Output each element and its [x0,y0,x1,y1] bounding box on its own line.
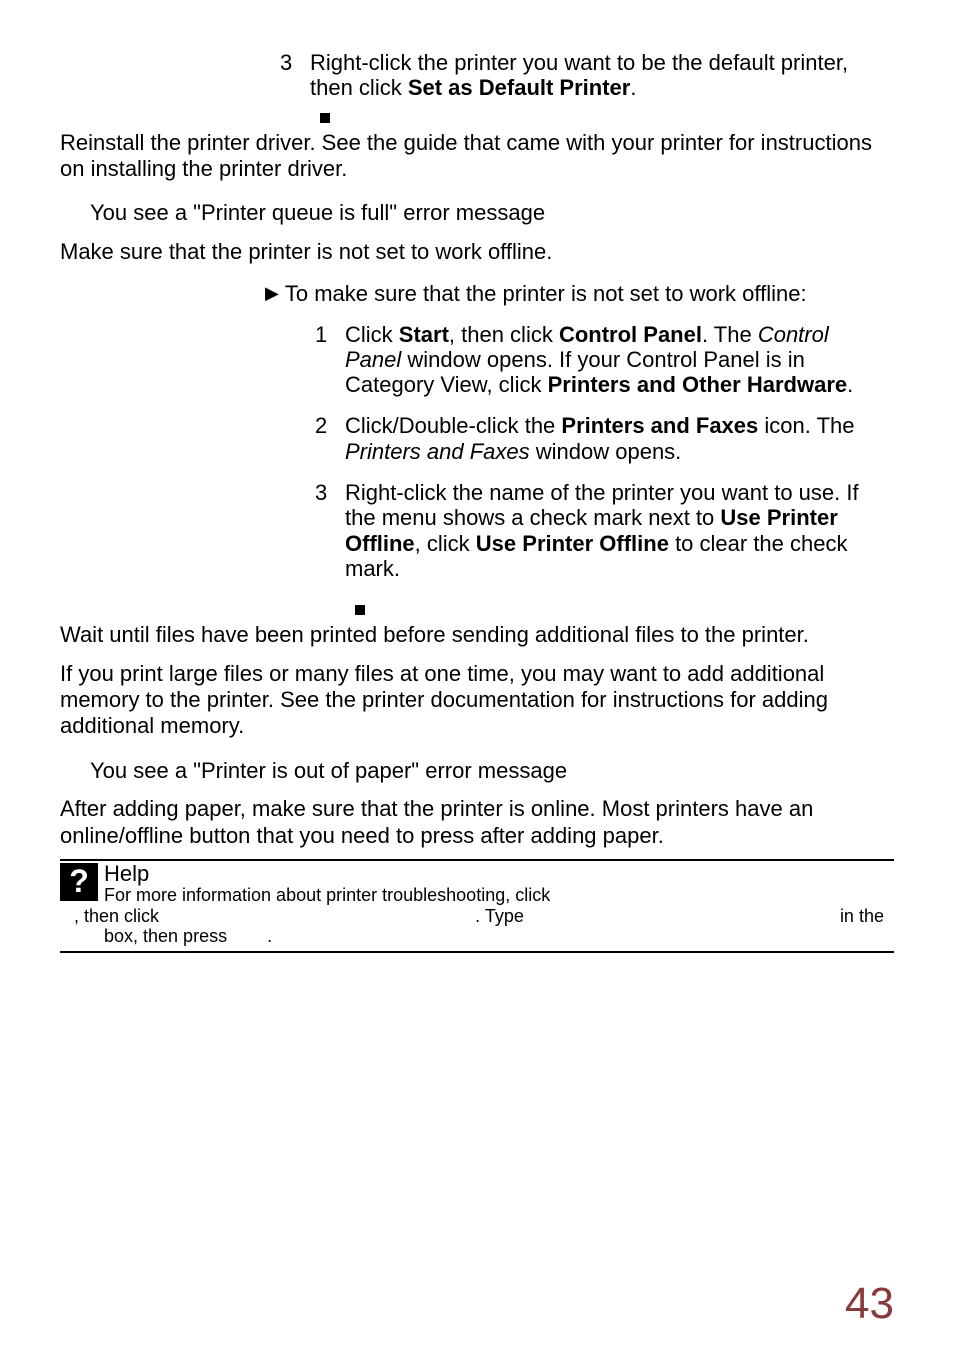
paragraph-offline: Make sure that the printer is not set to… [60,239,874,265]
step-text: Click Start, then click Control Panel. T… [345,322,874,398]
help-box: ? Help For more information about printe… [60,859,894,953]
heading-out-of-paper: You see a "Printer is out of paper" erro… [90,758,894,784]
step-1-mid: 1 Click Start, then click Control Panel.… [305,322,874,398]
help-title: Help [104,863,894,885]
help-line-1: For more information about printer troub… [104,885,894,906]
bullet-square [355,605,365,615]
page-number: 43 [845,1279,894,1329]
bullet-square [320,113,330,123]
paragraph-after-paper: After adding paper, make sure that the p… [60,796,894,849]
help-line-2: , then click . Type in the [74,906,894,927]
arrow-text: To make sure that the printer is not set… [285,281,807,307]
paragraph-reinstall: Reinstall the printer driver. See the gu… [60,130,894,183]
step-text: Right-click the name of the printer you … [345,480,874,581]
help-icon: ? [60,863,98,901]
step-number: 3 [270,50,310,101]
paragraph-wait: Wait until files have been printed befor… [60,622,894,648]
arrow-icon: ▶ [265,283,279,307]
step-2-mid: 2 Click/Double-click the Printers and Fa… [305,413,874,464]
heading-queue-full: You see a "Printer queue is full" error … [90,200,874,226]
step-3-top: 3 Right-click the printer you want to be… [270,50,874,101]
step-number: 2 [305,413,345,464]
paragraph-large-files: If you print large files or many files a… [60,661,894,740]
arrow-instruction: ▶ To make sure that the printer is not s… [265,281,874,307]
step-number: 1 [305,322,345,398]
help-line-3: box, then press . [104,926,894,947]
question-icon: ? [69,863,89,900]
step-3-mid: 3 Right-click the name of the printer yo… [305,480,874,581]
step-text: Click/Double-click the Printers and Faxe… [345,413,874,464]
step-number: 3 [305,480,345,581]
step-text: Right-click the printer you want to be t… [310,50,874,101]
